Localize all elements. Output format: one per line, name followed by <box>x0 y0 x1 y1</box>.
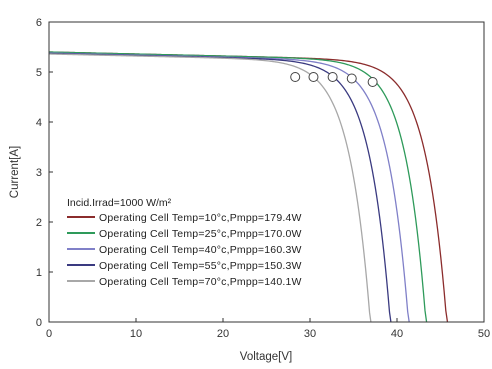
axis-ticks: 0 10 20 30 40 50 0 1 2 3 4 5 6 <box>36 17 490 340</box>
y-tick-label: 3 <box>36 167 42 179</box>
x-tick-label: 50 <box>478 328 490 340</box>
legend-entry-label: Operating Cell Temp=40°c,Pmpp=160.3W <box>99 244 302 256</box>
x-axis-label: Voltage[V] <box>240 351 292 363</box>
y-tick-label: 6 <box>36 17 42 29</box>
mpp-marker-series-4 <box>308 72 319 82</box>
iv-curve-series-5 <box>48 53 372 323</box>
y-axis-label: Current[A] <box>9 146 21 198</box>
legend: Incid.Irrad=1000 W/m² Operating Cell Temp… <box>67 197 302 288</box>
iv-curve-series-2 <box>48 51 428 323</box>
legend-entry-label: Operating Cell Temp=55°c,Pmpp=150.3W <box>99 260 302 272</box>
legend-entry-label: Operating Cell Temp=70°c,Pmpp=140.1W <box>99 276 302 288</box>
x-tick-label: 30 <box>304 328 316 340</box>
x-tick-label: 20 <box>217 328 229 340</box>
x-tick-label: 10 <box>130 328 142 340</box>
y-tick-label: 5 <box>36 67 42 79</box>
mpp-marker-series-2 <box>346 73 357 84</box>
y-tick-label: 2 <box>36 217 42 229</box>
mpp-marker-series-1 <box>367 77 378 87</box>
y-tick-label: 4 <box>36 117 42 129</box>
mpp-marker-series-5 <box>290 72 301 82</box>
legend-entry-label: Operating Cell Temp=10°c,Pmpp=179.4W <box>99 212 302 224</box>
y-tick-label: 1 <box>36 267 42 279</box>
mpp-marker-series-3 <box>327 72 338 82</box>
legend-entry-label: Operating Cell Temp=25°c,Pmpp=170.0W <box>99 228 302 240</box>
y-tick-label: 0 <box>36 317 42 329</box>
x-tick-label: 40 <box>391 328 403 340</box>
x-tick-label: 0 <box>46 328 52 340</box>
legend-title: Incid.Irrad=1000 W/m² <box>67 197 172 209</box>
mpp-markers <box>290 72 378 87</box>
